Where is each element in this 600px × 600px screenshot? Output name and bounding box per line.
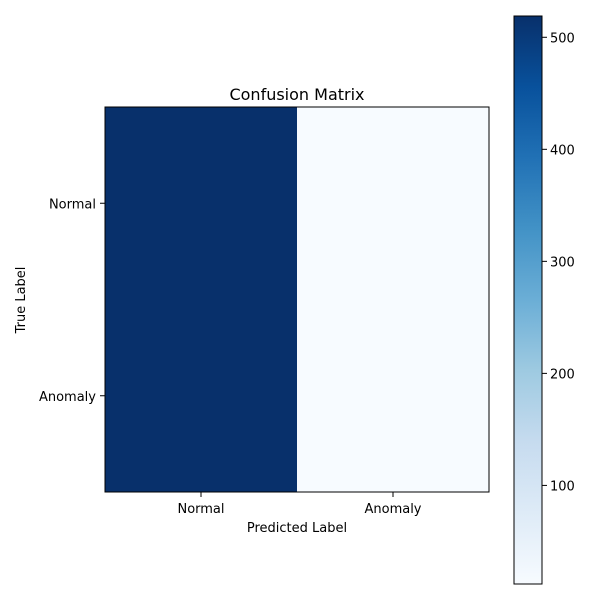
heatmap-cells <box>105 107 490 493</box>
colorbar-tick-label: 100 <box>550 479 575 494</box>
y-axis-label: True Label <box>14 267 29 335</box>
colorbar-tick-label: 400 <box>550 143 575 158</box>
colorbar-ticks: 100 200 300 400 500 <box>542 31 575 494</box>
x-axis-label: Predicted Label <box>247 521 347 536</box>
x-tick-label: Anomaly <box>364 502 421 517</box>
cell-normal-normal <box>105 107 298 300</box>
colorbar-tick-label: 200 <box>550 367 575 382</box>
chart-title: Confusion Matrix <box>229 85 364 104</box>
y-tick-label: Normal <box>49 197 96 212</box>
x-axis-ticks: Normal Anomaly <box>177 492 422 517</box>
cell-anomaly-anomaly <box>297 299 490 493</box>
colorbar-tick-label: 300 <box>550 255 575 270</box>
x-tick-label: Normal <box>177 502 224 517</box>
plot-frame <box>104 106 490 493</box>
y-tick-label: Anomaly <box>39 390 96 405</box>
y-axis-ticks: Normal Anomaly <box>39 197 105 405</box>
cell-anomaly-normal <box>105 299 298 493</box>
colorbar <box>513 15 543 585</box>
cell-normal-anomaly <box>297 107 490 300</box>
colorbar-tick-label: 500 <box>550 31 575 46</box>
